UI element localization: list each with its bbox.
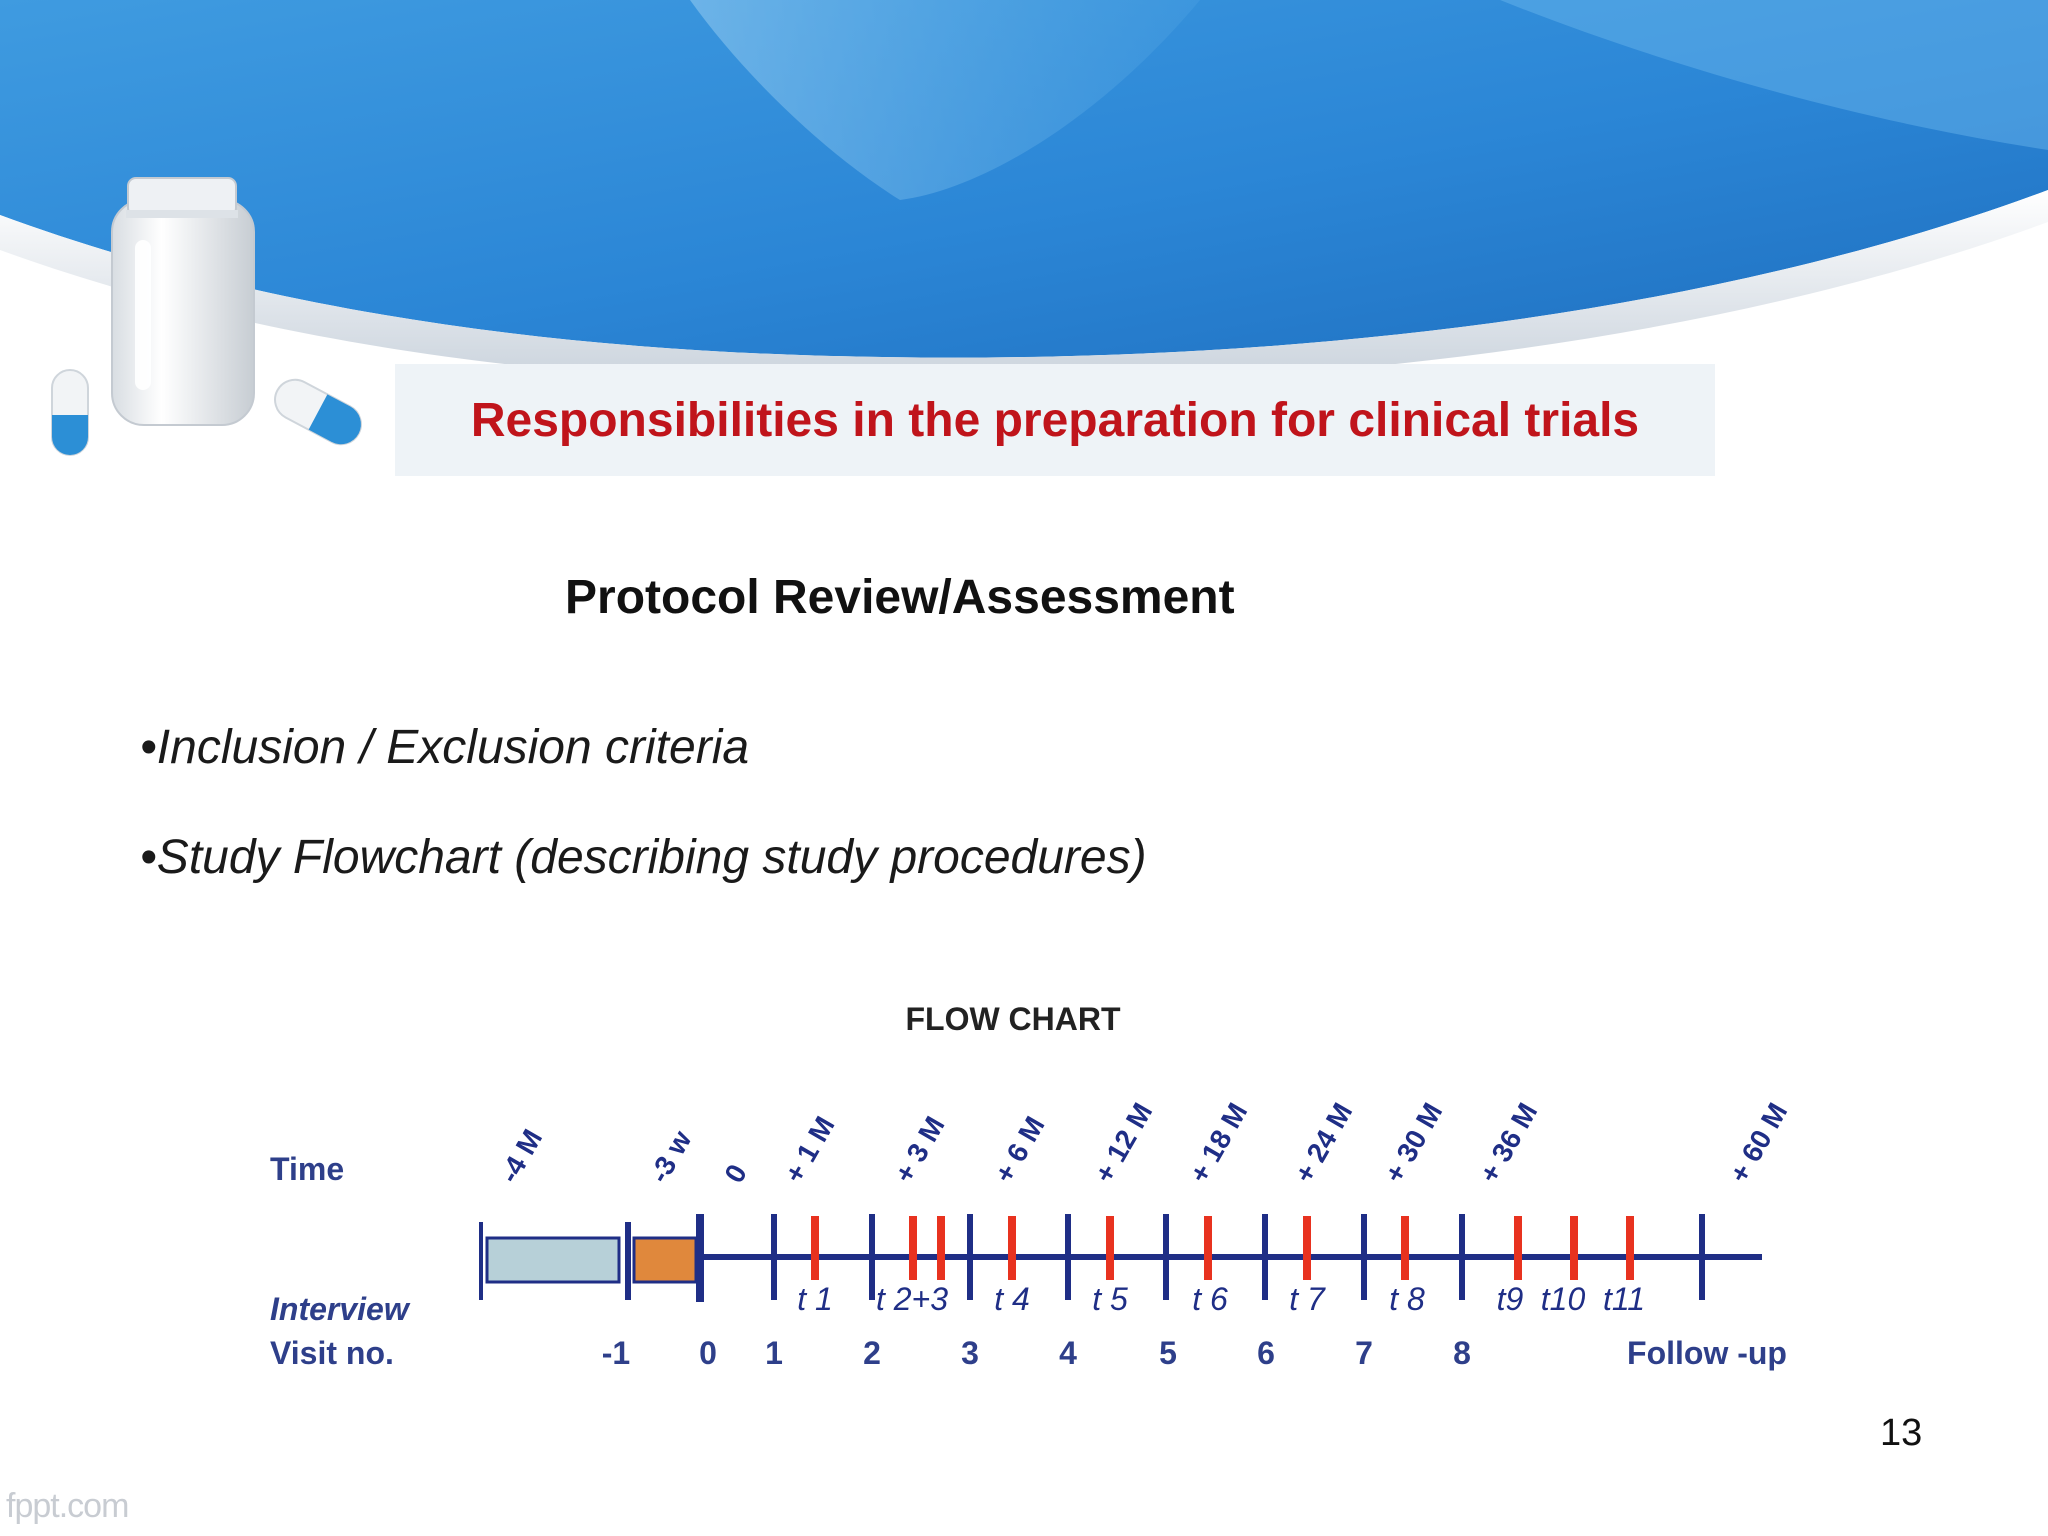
slide-subtitle: Protocol Review/Assessment [565, 571, 1235, 624]
visit-number-label: 8 [1453, 1335, 1471, 1371]
time-label: + 18 M [1183, 1098, 1253, 1188]
flow-chart-title: FLOW CHART [905, 1001, 1121, 1037]
visit-number-label: 6 [1257, 1335, 1275, 1371]
screening-period-bar [479, 1222, 631, 1300]
header-wave-background [0, 0, 2048, 456]
row-label-visit: Visit no. [270, 1335, 394, 1371]
row-label-interview: Interview [270, 1291, 411, 1327]
time-label: + 6 M [988, 1111, 1050, 1188]
interview-label: t 7 [1289, 1281, 1326, 1317]
pill-bottle-icon [111, 177, 255, 426]
header-blue-band [0, 0, 2048, 358]
visit-number-label: 7 [1355, 1335, 1373, 1371]
interview-label: t 8 [1389, 1281, 1425, 1317]
interview-label: t 4 [994, 1281, 1030, 1317]
time-label: + 36 M [1473, 1098, 1543, 1188]
timeline-ticks [771, 1214, 1705, 1300]
interview-labels: t 1 t 2+3 t 4 t 5 t 6 t 7 t 8 t9 t10 t11 [797, 1281, 1645, 1317]
visit-number-label: -1 [602, 1335, 630, 1371]
interview-label: t9 [1497, 1281, 1524, 1317]
time-label: + 24 M [1288, 1098, 1358, 1188]
visit-number-label: 4 [1059, 1335, 1077, 1371]
visit-number-label: 5 [1159, 1335, 1177, 1371]
header-silver-swoosh [0, 190, 2048, 388]
page-number: 13 [1880, 1412, 1923, 1454]
interview-label: t 2+3 [876, 1281, 948, 1317]
interview-label: t 6 [1192, 1281, 1228, 1317]
time-label: + 60 M [1723, 1098, 1793, 1188]
visit-number-label: 1 [765, 1335, 783, 1371]
bullet-item: •Study Flowchart (describing study proce… [140, 831, 1147, 884]
interview-label: t11 [1603, 1281, 1645, 1317]
visit-labels: -1 0 1 2 3 4 5 6 7 8 Follow -up [602, 1335, 1787, 1371]
row-label-time: Time [270, 1151, 344, 1187]
time-label: + 12 M [1088, 1098, 1158, 1188]
time-label: + 1 M [778, 1111, 840, 1188]
visit-number-label: 2 [863, 1335, 881, 1371]
time-labels: -4 M -3 w 0 + 1 M + 3 M + 6 M + 12 M + 18 M + 24… [493, 1098, 1793, 1188]
bullet-item: •Inclusion / Exclusion criteria [140, 721, 750, 774]
time-label: + 30 M [1378, 1098, 1448, 1188]
visit-number-label: 0 [699, 1335, 717, 1371]
interview-label: t 1 [797, 1281, 833, 1317]
flow-chart-diagram: FLOW CHART Time Interview Visit no. -4 M… [270, 1001, 1793, 1371]
fppt-logo: fppt.com [6, 1487, 129, 1525]
assessment-markers [811, 1216, 1634, 1280]
time-label: -4 M [493, 1124, 548, 1188]
time-label: 0 [718, 1159, 753, 1188]
interview-label: t10 [1541, 1281, 1586, 1317]
interview-label: t 5 [1092, 1281, 1128, 1317]
time-label: + 3 M [888, 1111, 950, 1188]
slide-title: Responsibilities in the preparation for … [470, 393, 1640, 447]
run-in-period-bar [632, 1214, 704, 1302]
visit-number-label: Follow -up [1627, 1335, 1787, 1371]
capsule-icon [274, 378, 362, 446]
capsule-icon [51, 369, 89, 456]
visit-number-label: 3 [961, 1335, 979, 1371]
title-banner: Responsibilities in the preparation for … [395, 364, 1715, 476]
time-label: -3 w [643, 1125, 697, 1188]
